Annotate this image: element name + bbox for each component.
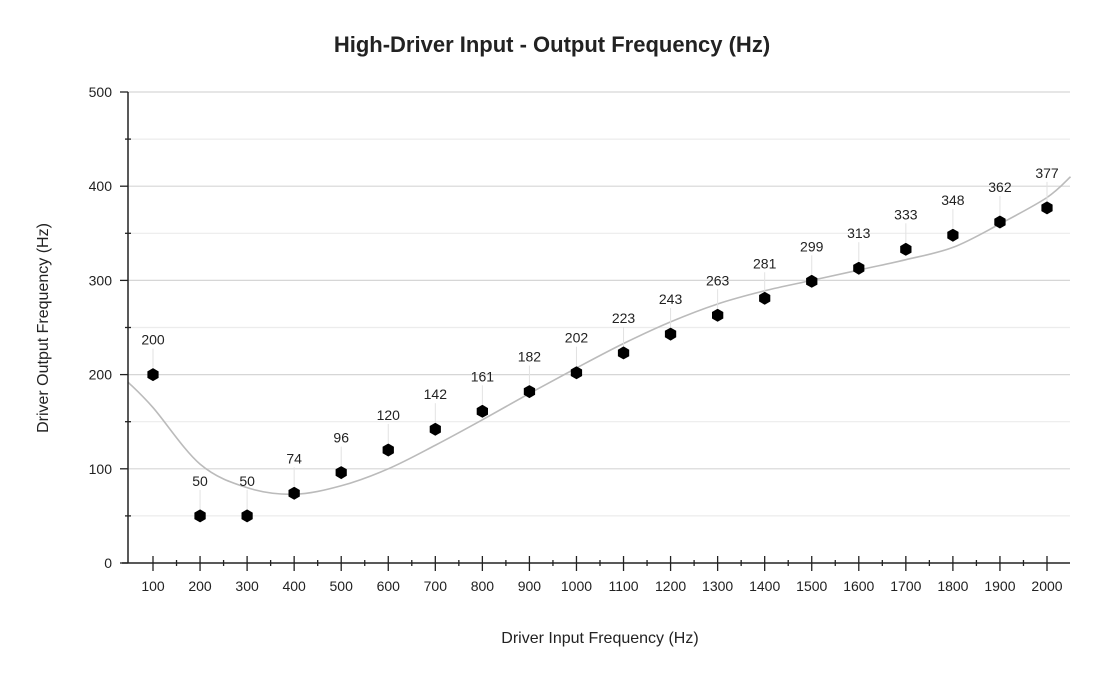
x-tick-label: 700 bbox=[424, 578, 448, 594]
data-label: 223 bbox=[612, 310, 636, 326]
data-point bbox=[759, 291, 771, 305]
y-tick-label: 200 bbox=[89, 367, 113, 383]
data-label: 333 bbox=[894, 206, 918, 222]
x-tick-label: 500 bbox=[330, 578, 354, 594]
data-label: 348 bbox=[941, 192, 965, 208]
chart-title: High-Driver Input - Output Frequency (Hz… bbox=[334, 32, 770, 57]
data-point bbox=[570, 366, 583, 380]
data-label: 161 bbox=[471, 368, 495, 384]
data-label: 182 bbox=[518, 349, 542, 365]
x-tick-label: 1200 bbox=[655, 578, 686, 594]
x-tick-label: 1000 bbox=[561, 578, 592, 594]
data-label: 299 bbox=[800, 238, 824, 254]
y-tick-label: 400 bbox=[89, 178, 113, 194]
data-point bbox=[617, 346, 630, 360]
x-tick-label: 200 bbox=[188, 578, 212, 594]
data-point bbox=[382, 443, 394, 457]
data-point bbox=[335, 466, 347, 480]
data-label: 377 bbox=[1035, 165, 1059, 181]
y-tick-label: 100 bbox=[89, 461, 113, 477]
y-tick-label: 500 bbox=[89, 84, 113, 100]
data-point bbox=[806, 274, 818, 288]
x-tick-label: 1100 bbox=[608, 578, 638, 594]
y-tick-label: 300 bbox=[89, 272, 113, 288]
x-tick-label: 1700 bbox=[890, 578, 921, 594]
y-tick-label: 0 bbox=[104, 555, 112, 571]
data-point bbox=[1041, 201, 1053, 215]
x-tick-label: 1400 bbox=[749, 578, 780, 594]
y-axis-label: Driver Output Frequency (Hz) bbox=[35, 223, 52, 433]
trendline bbox=[127, 176, 1072, 496]
data-points: 200 50 50 74 96 120 142 161 182 202 223 243 263 281 29… bbox=[141, 165, 1059, 523]
data-point bbox=[994, 215, 1006, 229]
data-point bbox=[900, 242, 912, 256]
data-point bbox=[664, 327, 677, 341]
data-point bbox=[288, 486, 300, 500]
data-label: 263 bbox=[706, 272, 730, 288]
axes: 0 100 200 300 400 500 100 200 300 400 500 600 700 800… bbox=[89, 84, 1070, 594]
data-point bbox=[712, 308, 724, 322]
data-point bbox=[194, 509, 206, 523]
data-point bbox=[853, 261, 865, 275]
data-label: 202 bbox=[565, 330, 589, 346]
x-tick-label: 1500 bbox=[796, 578, 827, 594]
data-label: 362 bbox=[988, 179, 1012, 195]
x-tick-label: 900 bbox=[518, 578, 542, 594]
x-tick-label: 400 bbox=[282, 578, 306, 594]
data-label: 243 bbox=[659, 291, 683, 307]
data-label: 74 bbox=[286, 450, 302, 466]
trendline-group bbox=[127, 176, 1072, 496]
gridlines bbox=[128, 91, 1070, 517]
x-tick-label: 1600 bbox=[843, 578, 874, 594]
x-tick-label: 300 bbox=[235, 578, 259, 594]
data-label: 120 bbox=[377, 407, 401, 423]
data-point bbox=[476, 404, 488, 418]
data-label: 96 bbox=[333, 430, 349, 446]
x-tick-label: 100 bbox=[141, 578, 165, 594]
data-label: 281 bbox=[753, 255, 777, 271]
x-axis-label: Driver Input Frequency (Hz) bbox=[501, 630, 698, 647]
data-label: 200 bbox=[141, 332, 165, 348]
x-tick-label: 2000 bbox=[1031, 578, 1062, 594]
x-tick-label: 1300 bbox=[702, 578, 733, 594]
x-tick-label: 1800 bbox=[937, 578, 968, 594]
x-tick-label: 600 bbox=[377, 578, 401, 594]
data-label: 50 bbox=[192, 473, 208, 489]
x-tick-label: 800 bbox=[471, 578, 495, 594]
x-tick-label: 1900 bbox=[984, 578, 1015, 594]
data-point bbox=[241, 509, 253, 523]
data-point bbox=[523, 385, 536, 399]
data-point bbox=[147, 368, 159, 382]
data-label: 50 bbox=[239, 473, 255, 489]
data-label: 313 bbox=[847, 225, 871, 241]
data-label: 142 bbox=[424, 386, 448, 402]
data-point bbox=[429, 422, 441, 436]
data-point bbox=[947, 228, 959, 242]
